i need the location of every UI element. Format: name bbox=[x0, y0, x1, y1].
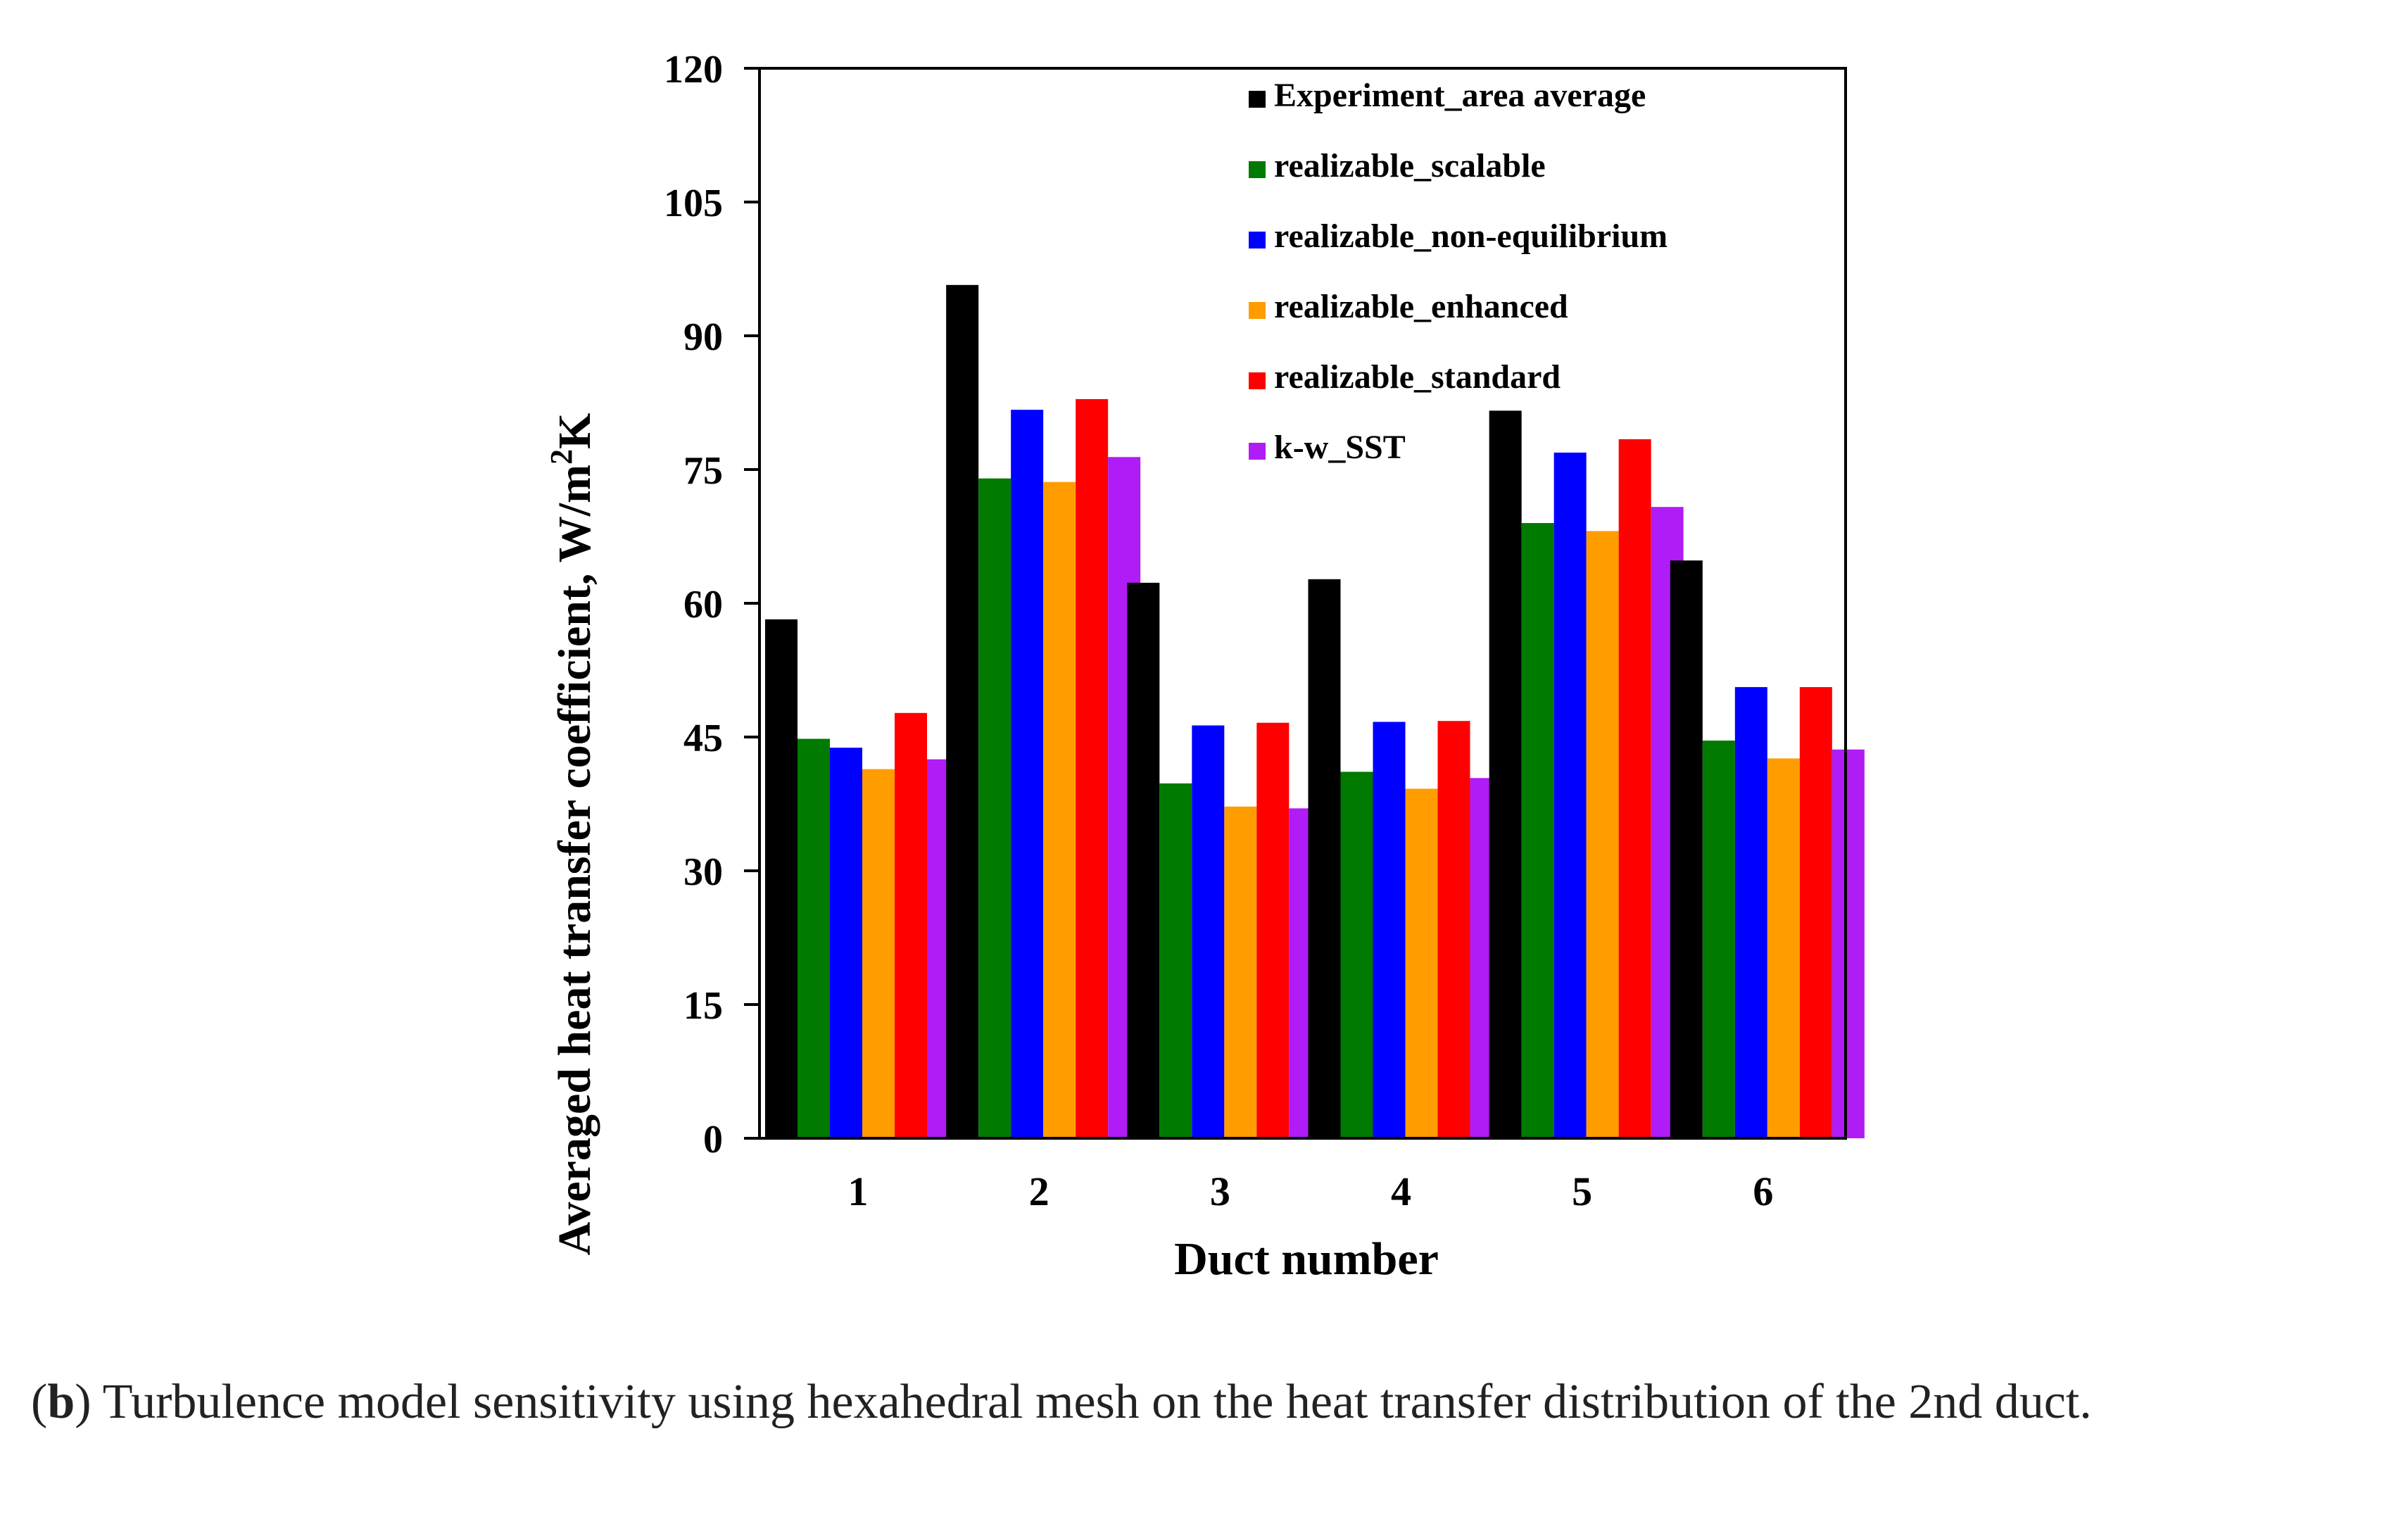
legend-label-1: Experiment_area average bbox=[1274, 77, 1646, 114]
y-tick-label-105: 105 bbox=[664, 182, 723, 225]
x-tick-label-4: 4 bbox=[1391, 1169, 1411, 1214]
figure-caption: (b) Turbulence model sensitivity using h… bbox=[31, 1375, 2092, 1429]
x-tick-label-1: 1 bbox=[848, 1169, 869, 1214]
x-tick-label-6: 6 bbox=[1753, 1169, 1773, 1214]
y-tick-label-0: 0 bbox=[703, 1118, 723, 1162]
y-axis-label: Averaged heat transfer coefficient, W/m2… bbox=[544, 413, 600, 1256]
bar-duct-4-series-3 bbox=[1373, 722, 1406, 1138]
legend-label-2: realizable_scalable bbox=[1274, 147, 1546, 184]
y-tick-label-60: 60 bbox=[683, 583, 723, 627]
legend-swatch-1 bbox=[1249, 91, 1266, 108]
legend-label-3: realizable_non-equilibrium bbox=[1274, 218, 1668, 255]
bar-duct-5-series-1 bbox=[1489, 410, 1522, 1138]
legend-label-5: realizable_standard bbox=[1274, 358, 1561, 396]
caption-label: b bbox=[47, 1375, 75, 1429]
y-tick-label-30: 30 bbox=[683, 850, 723, 894]
bar-duct-6-series-5 bbox=[1799, 687, 1832, 1138]
y-tick-label-15: 15 bbox=[683, 984, 723, 1028]
bar-duct-3-series-5 bbox=[1256, 722, 1290, 1138]
y-tick-label-120: 120 bbox=[664, 48, 723, 92]
bar-duct-4-series-5 bbox=[1437, 721, 1470, 1138]
bar-duct-4-series-4 bbox=[1405, 788, 1438, 1138]
legend-swatch-3 bbox=[1249, 232, 1266, 248]
bar-duct-3-series-1 bbox=[1127, 582, 1160, 1138]
bar-duct-3-series-2 bbox=[1159, 783, 1192, 1138]
bar-duct-2-series-2 bbox=[978, 478, 1011, 1138]
bar-duct-2-series-5 bbox=[1076, 398, 1109, 1138]
caption-text: Turbulence model sensitivity using hexah… bbox=[91, 1375, 2092, 1429]
legend-swatch-2 bbox=[1249, 161, 1266, 178]
bar-duct-1-series-5 bbox=[895, 712, 927, 1138]
y-tick-label-45: 45 bbox=[683, 717, 723, 760]
legend-swatch-4 bbox=[1249, 302, 1266, 319]
bar-duct-2-series-4 bbox=[1043, 481, 1076, 1138]
bar-duct-4-series-2 bbox=[1340, 772, 1373, 1138]
y-axis-label-exponent: 2 bbox=[544, 449, 579, 465]
y-axis-label-main: Averaged heat transfer coefficient, W/m bbox=[549, 465, 600, 1255]
legend-label-4: realizable_enhanced bbox=[1274, 288, 1568, 325]
bar-duct-3-series-3 bbox=[1192, 725, 1225, 1138]
bar-duct-2-series-3 bbox=[1011, 410, 1044, 1139]
x-tick-label-5: 5 bbox=[1572, 1169, 1592, 1214]
bar-duct-2-series-1 bbox=[946, 284, 979, 1138]
bar-duct-5-series-2 bbox=[1521, 523, 1554, 1138]
legend-swatch-5 bbox=[1249, 372, 1266, 389]
x-axis-label: Duct number bbox=[1174, 1233, 1439, 1285]
bar-duct-4-series-1 bbox=[1308, 579, 1341, 1138]
bar-duct-1-series-4 bbox=[862, 769, 895, 1138]
bar-duct-6-series-2 bbox=[1702, 741, 1735, 1138]
bar-duct-6-series-1 bbox=[1670, 560, 1703, 1138]
bar-duct-6-series-4 bbox=[1767, 758, 1800, 1138]
legend: Experiment_area average realizable_scalab… bbox=[1249, 77, 1668, 466]
legend-label-6: k-w_SST bbox=[1274, 429, 1406, 466]
y-axis-label-unit: K bbox=[549, 413, 600, 449]
y-tick-label-90: 90 bbox=[683, 315, 723, 359]
x-tick-label-2: 2 bbox=[1029, 1169, 1049, 1214]
bar-duct-3-series-4 bbox=[1224, 806, 1257, 1138]
bar-duct-1-series-1 bbox=[765, 619, 798, 1138]
bar-duct-5-series-5 bbox=[1618, 439, 1651, 1138]
y-tick-label-75: 75 bbox=[683, 449, 723, 493]
x-tick-label-3: 3 bbox=[1210, 1169, 1230, 1214]
bar-duct-6-series-6 bbox=[1832, 749, 1865, 1138]
bar-duct-6-series-3 bbox=[1734, 687, 1767, 1138]
bars-group bbox=[765, 284, 1865, 1139]
bar-duct-5-series-4 bbox=[1586, 531, 1619, 1138]
legend-swatch-6 bbox=[1249, 443, 1266, 460]
bar-duct-5-series-3 bbox=[1553, 452, 1587, 1138]
bar-duct-1-series-2 bbox=[798, 738, 830, 1138]
bar-duct-1-series-3 bbox=[830, 748, 862, 1138]
